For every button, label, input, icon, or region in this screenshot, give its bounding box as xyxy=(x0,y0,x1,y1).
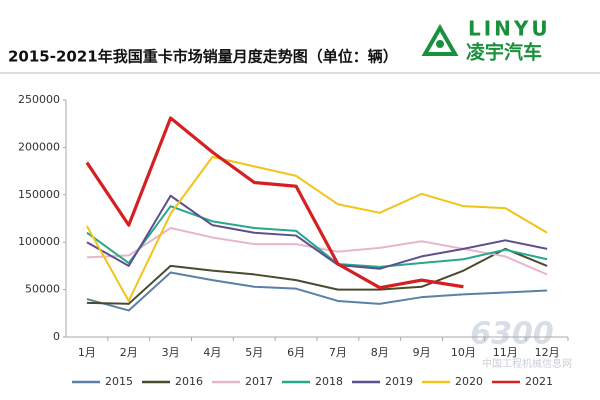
x-tick-label: 7月 xyxy=(329,346,347,359)
line-series xyxy=(86,205,548,268)
x-tick-label: 4月 xyxy=(203,346,221,359)
legend-label: 2021 xyxy=(525,375,553,388)
x-tick-label: 10月 xyxy=(451,346,476,359)
watermark-site: 中国工程机械信息网 xyxy=(482,357,572,370)
line-series xyxy=(86,271,548,312)
y-tick-label: 200000 xyxy=(18,140,60,153)
x-tick-label: 5月 xyxy=(245,346,263,359)
legend-label: 2016 xyxy=(175,375,203,388)
line-series xyxy=(86,155,548,302)
x-tick-label: 2月 xyxy=(120,346,138,359)
y-tick-label: 150000 xyxy=(18,188,60,201)
x-tick-label: 9月 xyxy=(413,346,431,359)
x-tick-label: 1月 xyxy=(78,346,96,359)
brand-name: LINYU xyxy=(468,17,551,41)
logo: LINYU 凌宇汽车 xyxy=(421,17,551,64)
x-tick-label: 6月 xyxy=(287,346,305,359)
x-tick-label: 11月 xyxy=(493,346,518,359)
line-series xyxy=(86,247,548,305)
y-tick-label: 0 xyxy=(53,330,60,343)
line-series xyxy=(86,194,548,270)
x-tick-label: 3月 xyxy=(162,346,180,359)
chart-title: 2015-2021年我国重卡市场销量月度走势图（单位：辆） xyxy=(8,48,398,66)
legend-label: 2015 xyxy=(105,375,133,388)
y-tick-label: 50000 xyxy=(25,283,60,296)
logo-dot xyxy=(436,40,444,48)
legend-label: 2020 xyxy=(455,375,483,388)
logo-icon xyxy=(421,23,459,56)
x-tick-label: 12月 xyxy=(535,346,560,359)
y-tick-label: 100000 xyxy=(18,235,60,248)
legend-label: 2018 xyxy=(315,375,343,388)
brand-subtitle: 凌宇汽车 xyxy=(466,41,542,64)
x-tick-label: 8月 xyxy=(371,346,389,359)
legend-label: 2017 xyxy=(245,375,273,388)
watermark-number: 6300 xyxy=(470,317,554,352)
legend-label: 2019 xyxy=(385,375,413,388)
y-tick-label: 250000 xyxy=(18,93,60,106)
line-series xyxy=(85,116,464,290)
